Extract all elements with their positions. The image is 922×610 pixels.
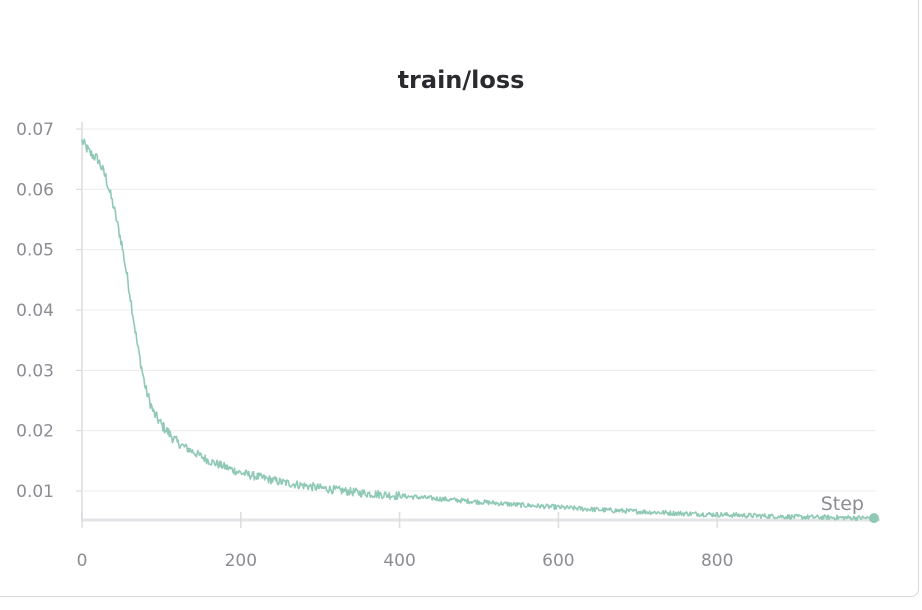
- chart-panel: [0, 0, 919, 597]
- x-tick-label: 200: [225, 551, 257, 571]
- y-tick-label: 0.03: [16, 361, 54, 381]
- loss-series-line: [81, 138, 877, 522]
- y-tick-label: 0.06: [16, 180, 54, 200]
- y-tick-label: 0.02: [16, 422, 54, 442]
- x-axis-label: Step: [821, 493, 864, 515]
- x-tick-label: 400: [383, 551, 415, 571]
- y-tick-label: 0.01: [16, 482, 54, 502]
- y-tick-label: 0.05: [16, 241, 54, 261]
- y-tick-label: 0.04: [16, 301, 54, 321]
- series-end-point: [869, 513, 879, 524]
- y-tick-label: 0.07: [16, 120, 54, 140]
- x-tick-label: 0: [77, 551, 88, 571]
- x-tick-label: 800: [701, 551, 733, 571]
- x-tick-label: 600: [542, 551, 574, 571]
- chart-title: train/loss: [397, 66, 525, 94]
